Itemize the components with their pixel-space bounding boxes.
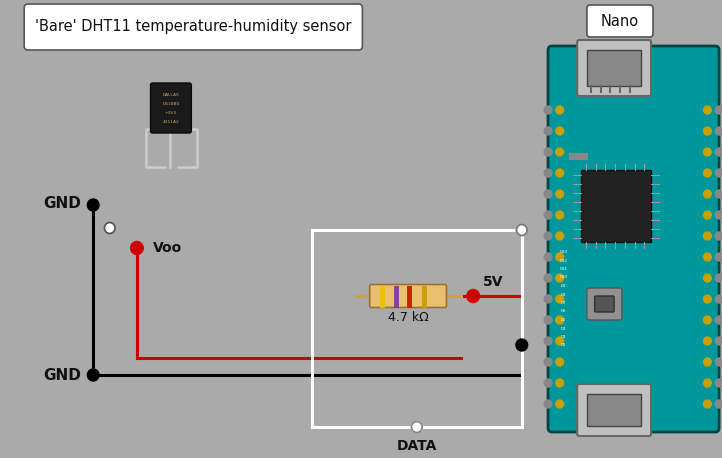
Circle shape: [703, 127, 711, 135]
Circle shape: [703, 316, 711, 324]
FancyBboxPatch shape: [548, 46, 719, 432]
Circle shape: [716, 253, 722, 261]
Circle shape: [703, 253, 711, 261]
Circle shape: [556, 337, 564, 345]
Circle shape: [703, 106, 711, 114]
FancyBboxPatch shape: [150, 83, 191, 133]
Circle shape: [703, 295, 711, 303]
Circle shape: [556, 148, 564, 156]
Circle shape: [716, 190, 722, 198]
Circle shape: [467, 289, 479, 302]
Circle shape: [703, 190, 711, 198]
Circle shape: [716, 316, 722, 324]
Circle shape: [703, 400, 711, 408]
Circle shape: [544, 148, 552, 156]
Circle shape: [87, 199, 99, 211]
Circle shape: [556, 274, 564, 282]
Circle shape: [703, 148, 711, 156]
Circle shape: [556, 211, 564, 219]
Circle shape: [87, 369, 99, 381]
Circle shape: [716, 400, 722, 408]
Text: 5V: 5V: [483, 275, 503, 289]
Circle shape: [716, 337, 722, 345]
FancyBboxPatch shape: [595, 296, 614, 312]
Circle shape: [556, 232, 564, 240]
Text: 'Bare' DHT11 temperature-humidity sensor: 'Bare' DHT11 temperature-humidity sensor: [35, 20, 352, 34]
Circle shape: [703, 337, 711, 345]
Circle shape: [716, 358, 722, 366]
Circle shape: [544, 337, 552, 345]
Circle shape: [544, 232, 552, 240]
Circle shape: [556, 316, 564, 324]
Circle shape: [716, 127, 722, 135]
Circle shape: [556, 169, 564, 177]
Bar: [581, 170, 651, 242]
FancyBboxPatch shape: [577, 384, 651, 436]
Circle shape: [544, 379, 552, 387]
Circle shape: [716, 274, 722, 282]
Circle shape: [703, 379, 711, 387]
Text: DS18B0: DS18B0: [162, 102, 180, 106]
Circle shape: [544, 274, 552, 282]
Text: Voo: Voo: [152, 241, 182, 255]
Circle shape: [716, 379, 722, 387]
Text: 4.7 kΩ: 4.7 kΩ: [388, 311, 428, 324]
Circle shape: [516, 339, 528, 351]
Circle shape: [556, 106, 564, 114]
Circle shape: [703, 358, 711, 366]
Circle shape: [556, 190, 564, 198]
Text: DATA: DATA: [396, 439, 437, 453]
FancyBboxPatch shape: [25, 4, 362, 50]
Bar: [587, 50, 641, 86]
Text: +3V3: +3V3: [165, 111, 177, 115]
FancyBboxPatch shape: [577, 40, 651, 96]
Circle shape: [556, 358, 564, 366]
Circle shape: [703, 232, 711, 240]
Circle shape: [544, 400, 552, 408]
Text: D13
D12
D11
D10
D9
D8
D7
D6
D5
D4
D3
D2: D13 D12 D11 D10 D9 D8 D7 D6 D5 D4 D3 D2: [560, 250, 567, 348]
FancyBboxPatch shape: [587, 5, 653, 37]
Circle shape: [544, 358, 552, 366]
Circle shape: [544, 106, 552, 114]
Circle shape: [544, 295, 552, 303]
Text: DALLAS: DALLAS: [162, 93, 179, 97]
Circle shape: [544, 316, 552, 324]
Circle shape: [412, 421, 422, 432]
Circle shape: [131, 241, 143, 255]
Circle shape: [556, 400, 564, 408]
Bar: [587, 394, 641, 426]
Circle shape: [544, 253, 552, 261]
Text: GND: GND: [43, 196, 82, 211]
Circle shape: [556, 379, 564, 387]
Circle shape: [105, 223, 115, 234]
Text: GND: GND: [43, 367, 82, 382]
Circle shape: [516, 224, 527, 235]
Circle shape: [556, 253, 564, 261]
Circle shape: [703, 169, 711, 177]
Circle shape: [703, 274, 711, 282]
FancyBboxPatch shape: [370, 284, 446, 307]
Circle shape: [544, 211, 552, 219]
Circle shape: [703, 211, 711, 219]
Circle shape: [716, 106, 722, 114]
Circle shape: [556, 295, 564, 303]
Circle shape: [556, 127, 564, 135]
Circle shape: [716, 148, 722, 156]
Text: Nano: Nano: [601, 13, 639, 28]
Circle shape: [716, 169, 722, 177]
Circle shape: [544, 127, 552, 135]
Circle shape: [544, 190, 552, 198]
Circle shape: [716, 295, 722, 303]
Circle shape: [716, 232, 722, 240]
Text: 4311A2: 4311A2: [162, 120, 179, 124]
FancyBboxPatch shape: [587, 288, 622, 320]
Circle shape: [716, 211, 722, 219]
Circle shape: [544, 169, 552, 177]
